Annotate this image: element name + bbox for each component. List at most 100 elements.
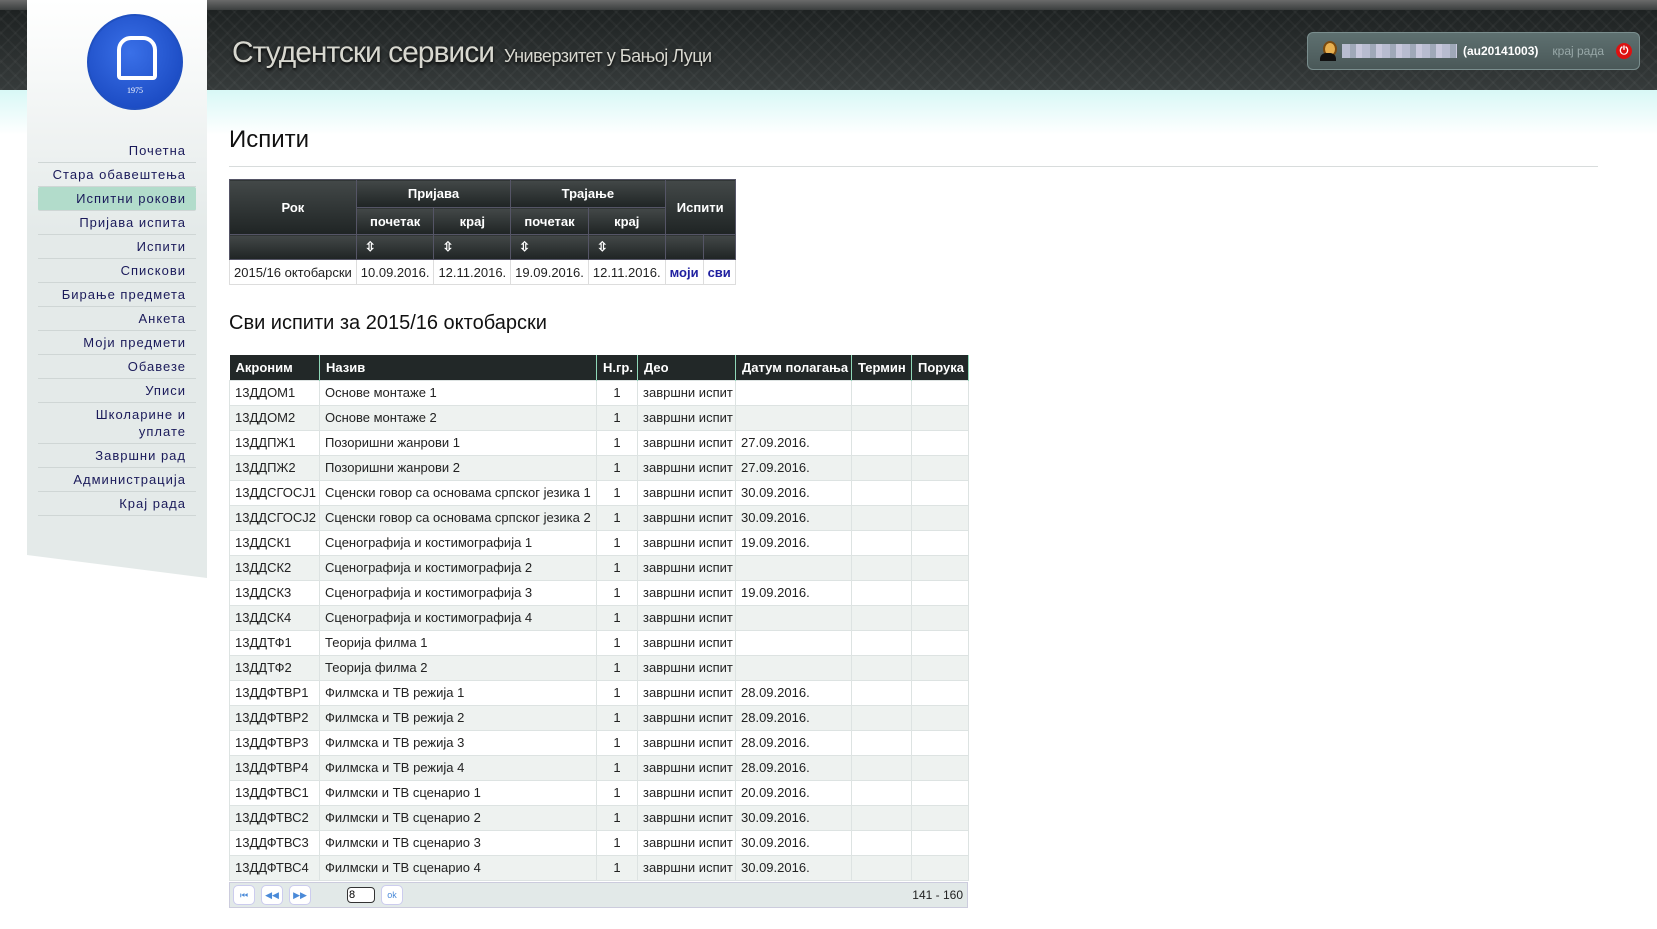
date-cell <box>735 554 852 581</box>
date-cell: 30.09.2016. <box>735 829 852 856</box>
sidebar-item[interactable]: Испитни рокови <box>38 187 196 211</box>
name-cell: Сценографија и костимографија 4 <box>319 604 597 631</box>
part-cell: завршни испит <box>637 554 736 581</box>
message-cell <box>911 779 969 806</box>
pager-range: 141 - 160 <box>912 888 963 902</box>
col-prijava: Пријава <box>355 179 512 208</box>
col-ispiti: Испити <box>664 179 736 235</box>
termin-cell <box>851 804 912 831</box>
pager: ⏮ ◀◀ ▶▶ ok 141 - 160 <box>229 882 968 908</box>
sort-icon[interactable]: ⇳ <box>510 234 589 260</box>
col-prijava-kraj[interactable]: крај <box>433 207 512 235</box>
message-cell <box>911 429 969 456</box>
col-trajanje-kraj[interactable]: крај <box>587 207 666 235</box>
name-cell: Сценски говор са основама српског језика… <box>319 504 597 531</box>
section-title: Сви испити за 2015/16 октобарски <box>229 312 547 334</box>
part-cell: завршни испит <box>637 729 736 756</box>
part-cell: завршни испит <box>637 604 736 631</box>
column-header: Датум полагања <box>735 355 852 380</box>
sidebar: 1975 <box>27 0 207 578</box>
group-cell: 1 <box>596 704 638 731</box>
trajanje-pocetak-cell: 19.09.2016. <box>510 259 589 285</box>
acronym-cell: 13ДДОМ1 <box>229 379 320 406</box>
sidebar-item[interactable]: Спискови <box>38 259 196 283</box>
sort-icon[interactable]: ⇳ <box>355 234 435 260</box>
sidebar-item[interactable]: Администрација <box>38 468 196 492</box>
sidebar-item[interactable]: Школарине и уплате <box>38 403 196 444</box>
message-cell <box>911 754 969 781</box>
exam-period-table: Рок Пријава Трајање Испити почетак крај почет… <box>229 179 736 285</box>
table-row: 13ДДОМ1 Основе монтаже 1 1 завршни испит <box>229 379 969 406</box>
sidebar-item[interactable]: Моји предмети <box>38 331 196 355</box>
col-prijava-pocetak[interactable]: почетак <box>355 207 435 235</box>
group-cell: 1 <box>596 504 638 531</box>
group-cell: 1 <box>596 629 638 656</box>
sidebar-item[interactable]: Крај рада <box>38 492 196 516</box>
sidebar-nav: Почетна Стара обавештења Испитни рокови При… <box>38 139 196 516</box>
part-cell: завршни испит <box>637 629 736 656</box>
logout-link[interactable]: крај рада <box>1552 44 1605 58</box>
termin-cell <box>851 504 912 531</box>
message-cell <box>911 529 969 556</box>
sidebar-item[interactable]: Пријава испита <box>38 211 196 235</box>
first-page-button[interactable]: ⏮ <box>233 885 255 905</box>
termin-cell <box>851 729 912 756</box>
name-cell: Основе монтаже 2 <box>319 404 597 431</box>
group-cell: 1 <box>596 779 638 806</box>
message-cell <box>911 804 969 831</box>
acronym-cell: 13ДДПЖ1 <box>229 429 320 456</box>
sidebar-item[interactable]: Обавезе <box>38 355 196 379</box>
acronym-cell: 13ДДСГОСЈ2 <box>229 504 320 531</box>
termin-cell <box>851 554 912 581</box>
site-title-text: Студентски сервиси <box>232 36 495 69</box>
date-cell: 19.09.2016. <box>735 579 852 606</box>
message-cell <box>911 454 969 481</box>
termin-cell <box>851 854 912 881</box>
termin-cell <box>851 679 912 706</box>
table-row: 13ДДПЖ1 Позоришни жанрови 1 1 завршни испит… <box>229 429 969 456</box>
part-cell: завршни испит <box>637 779 736 806</box>
sidebar-item[interactable]: Уписи <box>38 379 196 403</box>
acronym-cell: 13ДДФТВС4 <box>229 854 320 881</box>
date-cell <box>735 629 852 656</box>
part-cell: завршни испит <box>637 379 736 406</box>
prev-page-button[interactable]: ◀◀ <box>261 885 283 905</box>
date-cell <box>735 604 852 631</box>
message-cell <box>911 504 969 531</box>
power-icon[interactable]: ⏻ <box>1616 43 1633 59</box>
acronym-cell: 13ДДФТВС2 <box>229 804 320 831</box>
group-cell: 1 <box>596 579 638 606</box>
svi-link[interactable]: сви <box>707 264 731 280</box>
page-number-input[interactable] <box>347 887 375 903</box>
name-cell: Сценографија и костимографија 3 <box>319 579 597 606</box>
sidebar-item[interactable]: Бирање предмета <box>38 283 196 307</box>
sidebar-item[interactable]: Анкета <box>38 307 196 331</box>
sort-icon[interactable]: ⇳ <box>587 234 666 260</box>
group-cell: 1 <box>596 679 638 706</box>
name-cell: Филмски и ТВ сценарио 4 <box>319 854 597 881</box>
group-cell: 1 <box>596 654 638 681</box>
sidebar-item[interactable]: Испити <box>38 235 196 259</box>
part-cell: завршни испит <box>637 704 736 731</box>
sidebar-item[interactable]: Почетна <box>38 139 196 163</box>
moji-link[interactable]: моји <box>669 264 699 280</box>
next-page-button[interactable]: ▶▶ <box>289 885 311 905</box>
table-row: 13ДДТФ2 Теорија филма 2 1 завршни испит <box>229 654 969 681</box>
group-cell: 1 <box>596 379 638 406</box>
sidebar-item[interactable]: Завршни рад <box>38 444 196 468</box>
termin-cell <box>851 379 912 406</box>
table-row: 13ДДПЖ2 Позоришни жанрови 2 1 завршни испит… <box>229 454 969 481</box>
sort-icon[interactable]: ⇳ <box>433 234 512 260</box>
sidebar-item[interactable]: Стара обавештења <box>38 163 196 187</box>
column-header: Термин <box>851 355 912 380</box>
go-button[interactable]: ok <box>381 885 403 905</box>
termin-cell <box>851 779 912 806</box>
acronym-cell: 13ДДФТВР2 <box>229 704 320 731</box>
col-trajanje-pocetak[interactable]: почетак <box>510 207 589 235</box>
part-cell: завршни испит <box>637 754 736 781</box>
name-cell: Сценографија и костимографија 2 <box>319 554 597 581</box>
part-cell: завршни испит <box>637 404 736 431</box>
termin-cell <box>851 454 912 481</box>
acronym-cell: 13ДДФТВС1 <box>229 779 320 806</box>
